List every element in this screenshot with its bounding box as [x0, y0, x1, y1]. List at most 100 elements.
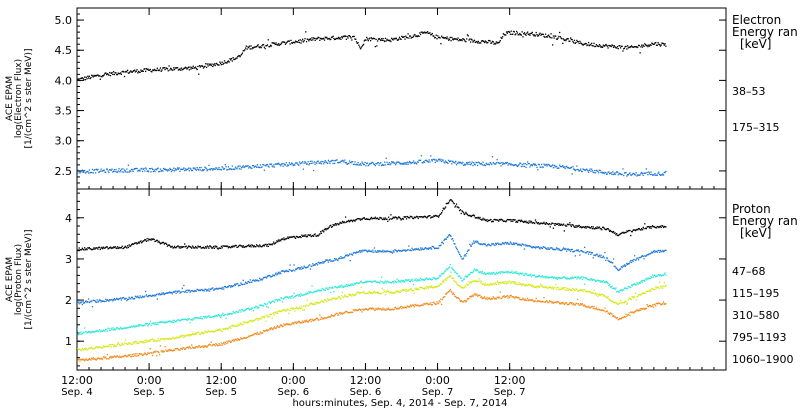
data-point [162, 338, 164, 340]
data-point [569, 278, 571, 280]
data-point [628, 285, 630, 288]
data-point [349, 293, 351, 296]
data-point [86, 301, 88, 304]
data-point [395, 290, 398, 293]
data-point [358, 164, 360, 166]
data-point [77, 172, 79, 174]
data-point [79, 172, 81, 174]
data-point [147, 352, 149, 354]
data-point [337, 295, 340, 298]
data-point [237, 285, 240, 287]
data-point [348, 293, 350, 296]
data-point [148, 323, 150, 326]
data-point [509, 219, 511, 221]
data-point [410, 288, 412, 290]
data-point [455, 281, 457, 283]
data-point [488, 272, 490, 274]
data-point [525, 166, 527, 169]
data-point [457, 37, 459, 39]
data-point [87, 348, 89, 351]
data-point [110, 247, 112, 250]
data-point [291, 42, 293, 44]
data-point [201, 318, 203, 320]
data-point [184, 243, 186, 245]
data-point [263, 169, 266, 171]
data-point [549, 226, 551, 228]
data-point [123, 169, 126, 171]
data-point [476, 42, 479, 44]
data-point [477, 40, 480, 43]
data-point [522, 272, 524, 274]
data-point [265, 45, 267, 47]
data-point [444, 37, 447, 39]
data-point [318, 37, 320, 39]
data-point [380, 293, 383, 295]
data-point [435, 159, 437, 161]
data-point [222, 342, 224, 345]
data-point [493, 219, 495, 221]
data-point [173, 245, 176, 248]
data-point [389, 164, 391, 166]
data-point [518, 273, 520, 276]
data-point [309, 268, 312, 270]
data-point [659, 249, 662, 252]
data-point [348, 219, 350, 222]
data-point [385, 218, 387, 220]
data-point [351, 284, 354, 286]
data-point [373, 280, 376, 283]
data-point [84, 249, 87, 251]
data-point [308, 40, 310, 42]
data-point [215, 167, 217, 169]
data-point [77, 328, 79, 330]
data-point [255, 246, 257, 248]
data-point [537, 275, 540, 277]
data-point [505, 241, 507, 244]
data-point [606, 297, 608, 299]
data-point [173, 247, 175, 249]
data-point [522, 221, 524, 223]
data-point [354, 294, 356, 296]
data-point [219, 287, 222, 290]
data-point [501, 281, 504, 284]
data-point [210, 341, 212, 343]
data-point [291, 236, 294, 238]
data-point [617, 303, 619, 305]
data-point [212, 287, 214, 289]
data-point [416, 280, 418, 282]
data-point [289, 236, 291, 239]
data-point [403, 162, 405, 164]
data-point [586, 225, 588, 228]
data-point [360, 218, 362, 220]
data-point [369, 250, 371, 253]
data-point [267, 39, 269, 41]
data-point [157, 293, 159, 295]
data-point [92, 357, 94, 359]
data-point [176, 348, 179, 350]
data-point [423, 31, 426, 33]
data-point [220, 64, 223, 66]
data-point [656, 275, 658, 277]
data-point [134, 295, 137, 297]
data-point [193, 168, 195, 170]
data-point [434, 286, 436, 288]
data-point [248, 244, 250, 246]
data-point [162, 241, 164, 244]
data-point [426, 160, 429, 163]
proton-series-1 [77, 198, 667, 251]
data-point [271, 42, 273, 44]
data-point [270, 243, 273, 245]
data-point [176, 167, 179, 169]
data-point [608, 283, 611, 285]
data-point [329, 258, 331, 261]
data-point [78, 78, 80, 80]
data-point [341, 257, 344, 259]
data-point [645, 168, 648, 170]
data-point [556, 223, 558, 226]
data-point [631, 173, 633, 176]
data-point [242, 165, 244, 167]
data-point [523, 33, 525, 35]
data-point [163, 350, 166, 353]
data-point [270, 45, 273, 47]
data-point [384, 280, 387, 282]
data-point [166, 292, 169, 294]
